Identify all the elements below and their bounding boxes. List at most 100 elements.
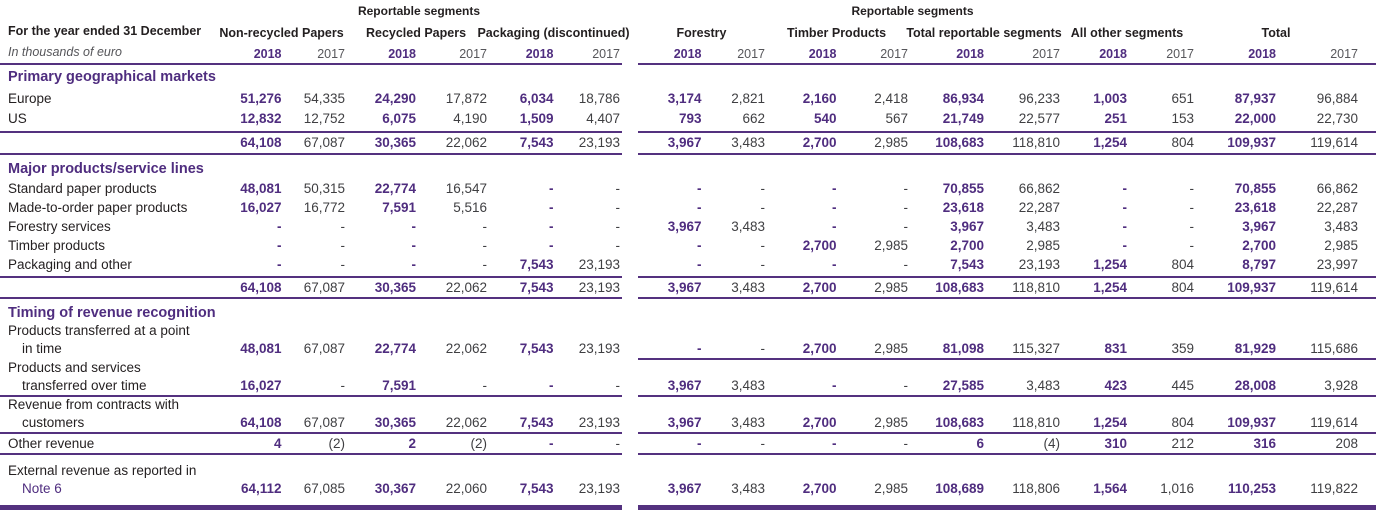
value-cell: 316 bbox=[1253, 435, 1276, 451]
row-label: in time bbox=[22, 341, 62, 356]
value-cell: - bbox=[832, 256, 837, 272]
column-group: 30,365 22,062 bbox=[345, 416, 487, 430]
value-cell: 3,967 bbox=[667, 218, 702, 234]
value-cell: - bbox=[482, 237, 488, 253]
column-group: 7,543 23,193 bbox=[487, 258, 620, 272]
column-group: -- bbox=[1060, 237, 1195, 253]
super-header-left: Reportable segments bbox=[357, 4, 481, 18]
value-cell: 28,008 bbox=[1234, 378, 1276, 394]
value-cell: 1,254 bbox=[1093, 135, 1127, 151]
value-cell: 2,985 bbox=[874, 135, 908, 151]
row-label-cell: Note 6 bbox=[8, 481, 218, 497]
value-cell: 17,872 bbox=[445, 91, 487, 107]
column-group: 1,509 4,407 bbox=[487, 112, 620, 126]
value-cell: - bbox=[549, 237, 554, 253]
table-section: Timing of revenue recognition Products tr… bbox=[0, 303, 1383, 510]
column-group: 2018 2017 bbox=[345, 46, 487, 61]
table-row: transferred over time 16,027-7,591- - -3,96… bbox=[8, 377, 1383, 395]
value-cell: - bbox=[1122, 237, 1128, 253]
column-group: 8,797 23,997 bbox=[1194, 258, 1358, 272]
value-cell: 22,577 bbox=[1018, 111, 1060, 127]
value-cell: 23,193 bbox=[578, 256, 620, 272]
value-cell: 21,749 bbox=[942, 111, 984, 127]
value-cell: - bbox=[832, 378, 837, 394]
row-label-cell: Other revenue bbox=[8, 436, 218, 452]
column-group: 22,774 22,062 bbox=[345, 342, 487, 356]
row-label: Other revenue bbox=[8, 435, 95, 451]
value-cell: 2,160 bbox=[802, 91, 837, 107]
value-cell: 3,967 bbox=[667, 481, 702, 497]
note-6-link[interactable]: Note 6 bbox=[22, 481, 62, 496]
rule-right bbox=[638, 432, 1376, 434]
value-cell: - bbox=[482, 378, 488, 394]
table-row: 64,108 67,087 30,365 22,062 7,543 23,193 3,967… bbox=[8, 278, 1383, 297]
table-section: Primary geographical markets Europe 51,276… bbox=[0, 65, 1383, 155]
value-cell: - bbox=[697, 341, 702, 357]
value-cell: 3,483 bbox=[1026, 218, 1060, 234]
rule-gap bbox=[622, 395, 638, 397]
rule-right bbox=[638, 395, 1376, 397]
value-cell: 7,543 bbox=[519, 279, 554, 295]
column-group: 3,967 3,483 bbox=[638, 416, 765, 430]
value-cell: 2,700 bbox=[950, 237, 984, 253]
value-cell: 3,967 bbox=[667, 378, 702, 394]
value-cell: 3,967 bbox=[667, 135, 702, 151]
value-cell: - bbox=[697, 435, 702, 451]
rule-left bbox=[0, 276, 622, 278]
value-cell: 70,855 bbox=[942, 180, 984, 196]
row-label-cell: Europe bbox=[8, 91, 218, 107]
row-label-cell: Made-to-order paper products bbox=[8, 200, 218, 216]
value-cell: 3,967 bbox=[667, 279, 702, 295]
value-cell: 108,683 bbox=[935, 135, 984, 151]
rule-right bbox=[638, 131, 1376, 133]
rule bbox=[0, 453, 1383, 455]
table-section: Major products/service lines Standard pap… bbox=[0, 159, 1383, 299]
super-header-right-span: Reportable segments bbox=[765, 3, 1060, 19]
value-cell: 2,700 bbox=[802, 279, 837, 295]
column-group: -- bbox=[487, 239, 620, 253]
rule bbox=[0, 276, 1383, 278]
value-cell: - bbox=[1122, 180, 1128, 196]
value-cell: - bbox=[1189, 237, 1195, 253]
column-group: 2,700 2,985 bbox=[765, 416, 908, 430]
column-group: -- bbox=[487, 220, 620, 234]
table-row: 64,108 67,087 30,365 22,062 7,543 23,193 3,967… bbox=[8, 133, 1383, 153]
value-cell: 23,193 bbox=[578, 341, 620, 357]
value-cell: 109,937 bbox=[1227, 135, 1276, 151]
column-group: -- bbox=[638, 342, 765, 356]
column-group: -- bbox=[765, 182, 908, 196]
value-cell: 23,193 bbox=[578, 135, 620, 151]
section-heading-row: Primary geographical markets bbox=[8, 65, 1383, 89]
value-cell: 50,315 bbox=[303, 180, 345, 196]
year-header: 2017 bbox=[317, 46, 345, 61]
table-title-cell: For the year ended 31 December bbox=[8, 23, 218, 39]
value-cell: 54,335 bbox=[303, 91, 345, 107]
column-group: 24,290 17,872 bbox=[345, 92, 487, 106]
row-label: Forestry services bbox=[8, 218, 111, 234]
value-cell: 2 bbox=[408, 435, 416, 451]
row-label-cell: Timber products bbox=[8, 238, 218, 254]
value-cell: - bbox=[760, 341, 766, 357]
table-row-label-line: Revenue from contracts with bbox=[8, 397, 1383, 414]
value-cell: - bbox=[615, 218, 621, 234]
column-group: 7,591 5,516 bbox=[345, 201, 487, 215]
value-cell: - bbox=[411, 237, 417, 253]
value-cell: - bbox=[1189, 180, 1195, 196]
value-cell: - bbox=[277, 237, 282, 253]
value-cell: 7,543 bbox=[519, 135, 554, 151]
value-cell: 12,752 bbox=[303, 111, 345, 127]
value-cell: 22,000 bbox=[1234, 111, 1276, 127]
column-group: 251 153 bbox=[1060, 112, 1194, 126]
value-cell: 23,193 bbox=[578, 279, 620, 295]
year-header: 2018 bbox=[388, 46, 416, 61]
column-group: 2018 2017 bbox=[765, 47, 908, 61]
table-body: Primary geographical markets Europe 51,276… bbox=[0, 65, 1383, 510]
column-group: 2 (2) bbox=[345, 437, 487, 451]
value-cell: 16,027 bbox=[240, 378, 282, 394]
value-cell: 67,087 bbox=[303, 341, 345, 357]
table-row: Timber products - - - - - - - -2,700 2,985 2,700 2,… bbox=[8, 236, 1383, 255]
column-group: 70,855 66,862 bbox=[908, 182, 1060, 196]
value-cell: 81,929 bbox=[1234, 341, 1276, 357]
column-group: 7,543 23,193 bbox=[908, 258, 1060, 272]
column-group: 108,683 118,810 bbox=[908, 416, 1060, 430]
